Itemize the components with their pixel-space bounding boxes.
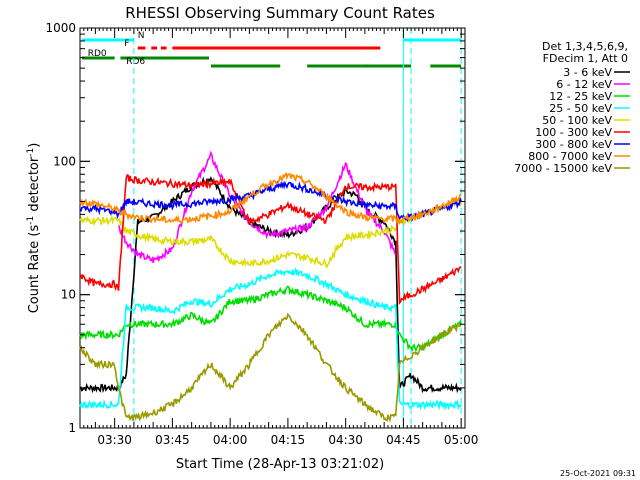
series-line (79, 173, 462, 305)
state-bar-label: N (138, 31, 145, 41)
series-line (79, 180, 462, 223)
x-tick-label: 04:00 (213, 433, 248, 447)
footer-timestamp: 25-Oct-2021 09:31 (560, 469, 636, 478)
x-axis-ticks: 03:30 03:45 04:00 04:15 04:30 04:45 05:00 (79, 28, 479, 447)
series-line (79, 312, 462, 423)
state-bar-label: F (124, 39, 129, 49)
x-tick-label: 04:15 (271, 433, 306, 447)
vertical-markers (133, 28, 462, 428)
legend-entry-label: 100 - 300 keV (535, 126, 612, 139)
y-axis-label-part: Count Rate (s (27, 225, 42, 314)
state-bar-label: RD6 (126, 57, 145, 67)
state-bar-label: RD0 (88, 49, 107, 59)
legend-entry-label: 6 - 12 keV (556, 78, 612, 91)
legend-entry-label: 50 - 100 keV (542, 114, 612, 127)
y-axis-label-sup: -1 (26, 148, 36, 157)
series-line (79, 171, 462, 225)
x-tick-label: 05:00 (444, 433, 479, 447)
legend: Det 1,3,4,5,6,9,FDecim 1, Att 03 - 6 keV… (514, 40, 630, 175)
y-tick-label: 1000 (45, 21, 76, 35)
y-axis-label-sup: -1 (26, 216, 36, 225)
legend-header: Det 1,3,4,5,6,9, (542, 40, 628, 53)
legend-header: FDecim 1, Att 0 (543, 52, 628, 65)
x-tick-label: 03:45 (155, 433, 190, 447)
x-tick-label: 04:30 (328, 433, 363, 447)
legend-entry-label: 7000 - 15000 keV (514, 162, 612, 175)
legend-entry-label: 25 - 50 keV (549, 102, 612, 115)
series-line (79, 285, 462, 353)
y-tick-label: 1 (68, 421, 76, 435)
x-axis-label: Start Time (28-Apr-13 03:21:02) (176, 457, 384, 472)
x-tick-label: 04:45 (386, 433, 421, 447)
series-line (117, 150, 397, 263)
y-axis-ticks: 1 10 100 1000 (45, 21, 465, 435)
y-axis-label: Count Rate (s-1 detector-1) (26, 143, 42, 314)
y-tick-label: 100 (53, 154, 76, 168)
y-tick-label: 10 (61, 288, 76, 302)
x-tick-label: 03:30 (97, 433, 132, 447)
chart-title: RHESSI Observing Summary Count Rates (125, 4, 435, 22)
legend-entry-label: 800 - 7000 keV (528, 150, 612, 163)
state-bars: NF RD0 RD6 (81, 31, 462, 68)
legend-entry-label: 3 - 6 keV (563, 66, 612, 79)
y-axis-label-part: ) (27, 143, 42, 148)
y-axis-label-part: detector (27, 156, 42, 216)
series-line (79, 267, 462, 411)
legend-entry-label: 300 - 800 keV (535, 138, 612, 151)
legend-entry-label: 12 - 25 keV (549, 90, 612, 103)
series-lines (79, 150, 462, 423)
